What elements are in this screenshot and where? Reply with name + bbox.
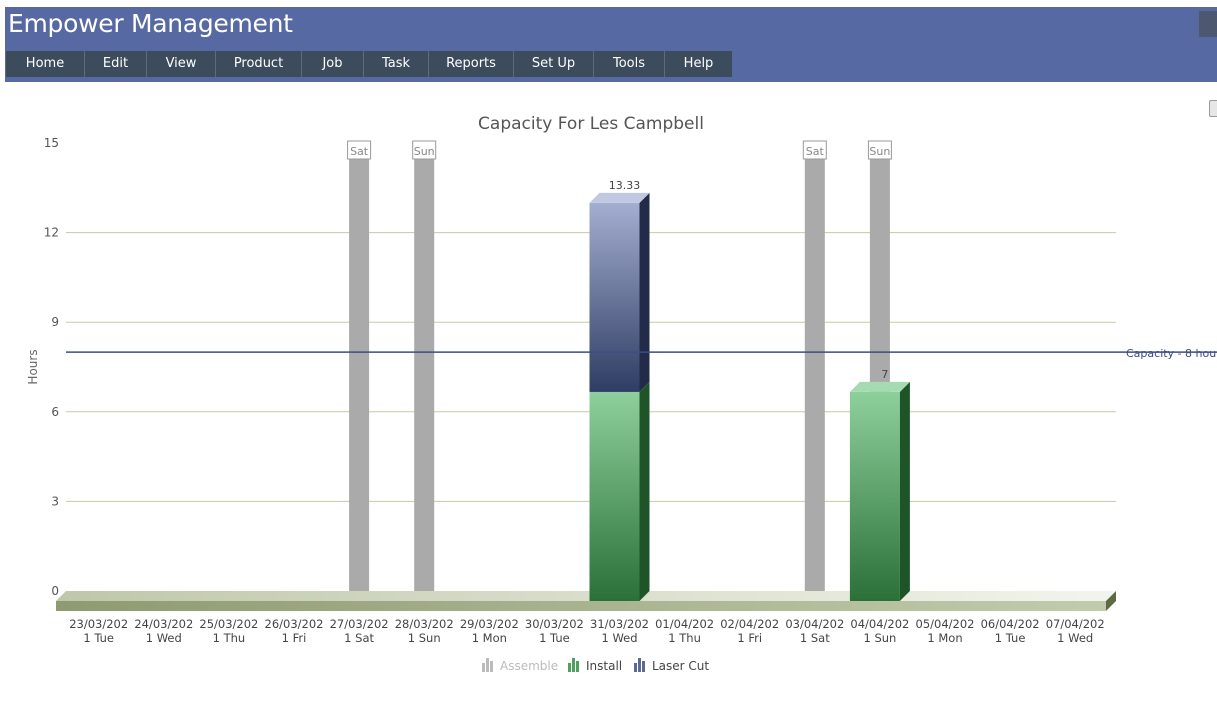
x-tick-date: 05/04/202 [916, 617, 975, 631]
x-tick-date: 03/04/202 [785, 617, 844, 631]
x-tick-date: 25/03/202 [199, 617, 258, 631]
menu-task[interactable]: Task [364, 51, 429, 77]
legend-label: Install [586, 659, 622, 673]
menu-reports[interactable]: Reports [429, 51, 514, 77]
legend-label: Assemble [500, 659, 558, 673]
menu-view[interactable]: View [147, 51, 216, 77]
weekend-label: Sat [350, 145, 369, 158]
y-tick-label: 3 [51, 494, 59, 508]
x-tick-date: 24/03/202 [134, 617, 193, 631]
x-tick-day: 1 Sun [408, 631, 441, 645]
x-tick-day: 1 Tue [995, 631, 1026, 645]
menu-help[interactable]: Help [683, 56, 714, 71]
x-tick-day: 1 Wed [146, 631, 182, 645]
main-menu: Home Edit View Product Job Task Reports … [6, 51, 732, 77]
x-tick-date: 06/04/202 [981, 617, 1040, 631]
x-tick-day: 1 Sun [863, 631, 896, 645]
x-tick-day: 1 Fri [737, 631, 762, 645]
x-tick-date: 27/03/202 [330, 617, 389, 631]
menu-tools[interactable]: Tools [594, 51, 665, 77]
x-tick-date: 30/03/202 [525, 617, 584, 631]
x-tick-date: 04/04/202 [850, 617, 909, 631]
y-axis-label: Hours [26, 349, 40, 384]
x-tick-day: 1 Thu [668, 631, 701, 645]
weekend-label: Sat [806, 145, 825, 158]
x-tick-date: 31/03/202 [590, 617, 649, 631]
bar-install [849, 391, 900, 601]
bar-side [899, 381, 910, 601]
weekend-label-box [347, 140, 372, 160]
bar-side [639, 381, 650, 601]
bar-top [589, 192, 650, 203]
menu-home[interactable]: Home [6, 51, 85, 77]
y-tick-label: 12 [44, 226, 59, 240]
legend-icon-bar [490, 661, 493, 672]
weekend-band [804, 159, 825, 591]
bar-install [589, 391, 640, 601]
y-tick-label: 0 [51, 584, 59, 598]
x-tick-day: 1 Fri [282, 631, 307, 645]
x-tick-date: 29/03/202 [460, 617, 519, 631]
x-tick-day: 1 Wed [601, 631, 637, 645]
legend-icon-bar [568, 663, 571, 672]
chart-floor-top [56, 591, 1116, 601]
weekend-label: Sun [869, 145, 890, 158]
bar-top [849, 381, 910, 392]
chart-floor-front [56, 601, 1106, 611]
x-tick-day: 1 Thu [213, 631, 246, 645]
legend-icon-bar [634, 663, 637, 672]
x-tick-date: 07/04/202 [1046, 617, 1105, 631]
bar-side [639, 192, 650, 392]
legend-label: Laser Cut [652, 659, 709, 673]
x-tick-day: 1 Mon [472, 631, 507, 645]
legend-icon-bar [486, 658, 489, 672]
menu-setup[interactable]: Set Up [514, 51, 594, 77]
weekend-label-box [867, 140, 892, 160]
legend-icon-bar [576, 661, 579, 672]
chart-title: Capacity For Les Campbell [478, 114, 704, 134]
x-tick-day: 1 Sat [800, 631, 830, 645]
x-tick-date: 28/03/202 [395, 617, 454, 631]
x-tick-date: 01/04/202 [655, 617, 714, 631]
chart-export-icon[interactable] [1209, 100, 1217, 117]
x-tick-day: 1 Wed [1057, 631, 1093, 645]
y-tick-label: 9 [51, 315, 59, 329]
y-tick-label: 15 [44, 136, 59, 150]
menu-product[interactable]: Product [216, 51, 302, 77]
bar-laser-cut [589, 202, 640, 392]
bar-total-label: 13.33 [609, 179, 641, 192]
legend-icon-bar [572, 658, 575, 672]
weekend-label-box [802, 140, 827, 160]
legend-icon-bar [482, 663, 485, 672]
menu-job[interactable]: Job [302, 51, 364, 77]
capacity-label: Capacity - 8 hour [1126, 347, 1217, 360]
menu-edit[interactable]: Edit [85, 51, 147, 77]
bar-total-label: 7 [881, 368, 888, 381]
weekend-label: Sun [414, 145, 435, 158]
legend-icon-bar [638, 658, 641, 672]
x-tick-day: 1 Tue [539, 631, 570, 645]
x-tick-day: 1 Mon [927, 631, 962, 645]
app-header: Empower Management Home Edit View Produc… [5, 7, 1217, 82]
y-tick-label: 6 [51, 405, 59, 419]
weekend-band [414, 159, 435, 591]
x-tick-day: 1 Tue [83, 631, 114, 645]
x-tick-date: 23/03/202 [69, 617, 128, 631]
weekend-label-box [412, 140, 437, 160]
legend-icon-bar [642, 661, 645, 672]
window-button[interactable] [1199, 11, 1217, 37]
chart-floor-side [1106, 591, 1116, 611]
x-tick-date: 26/03/202 [265, 617, 324, 631]
x-tick-day: 1 Sat [344, 631, 374, 645]
weekend-band [349, 159, 370, 591]
app-title: Empower Management [8, 9, 293, 38]
x-tick-date: 02/04/202 [720, 617, 779, 631]
